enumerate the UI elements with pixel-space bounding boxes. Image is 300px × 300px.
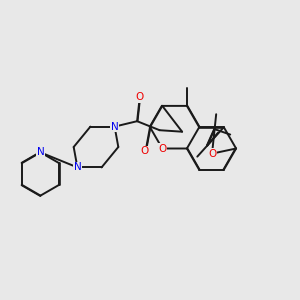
Text: N: N [111,122,119,132]
Text: N: N [37,147,44,158]
Text: O: O [158,143,166,154]
Text: O: O [135,92,144,102]
Text: O: O [141,146,149,156]
Text: O: O [208,148,216,159]
Text: N: N [74,162,81,172]
